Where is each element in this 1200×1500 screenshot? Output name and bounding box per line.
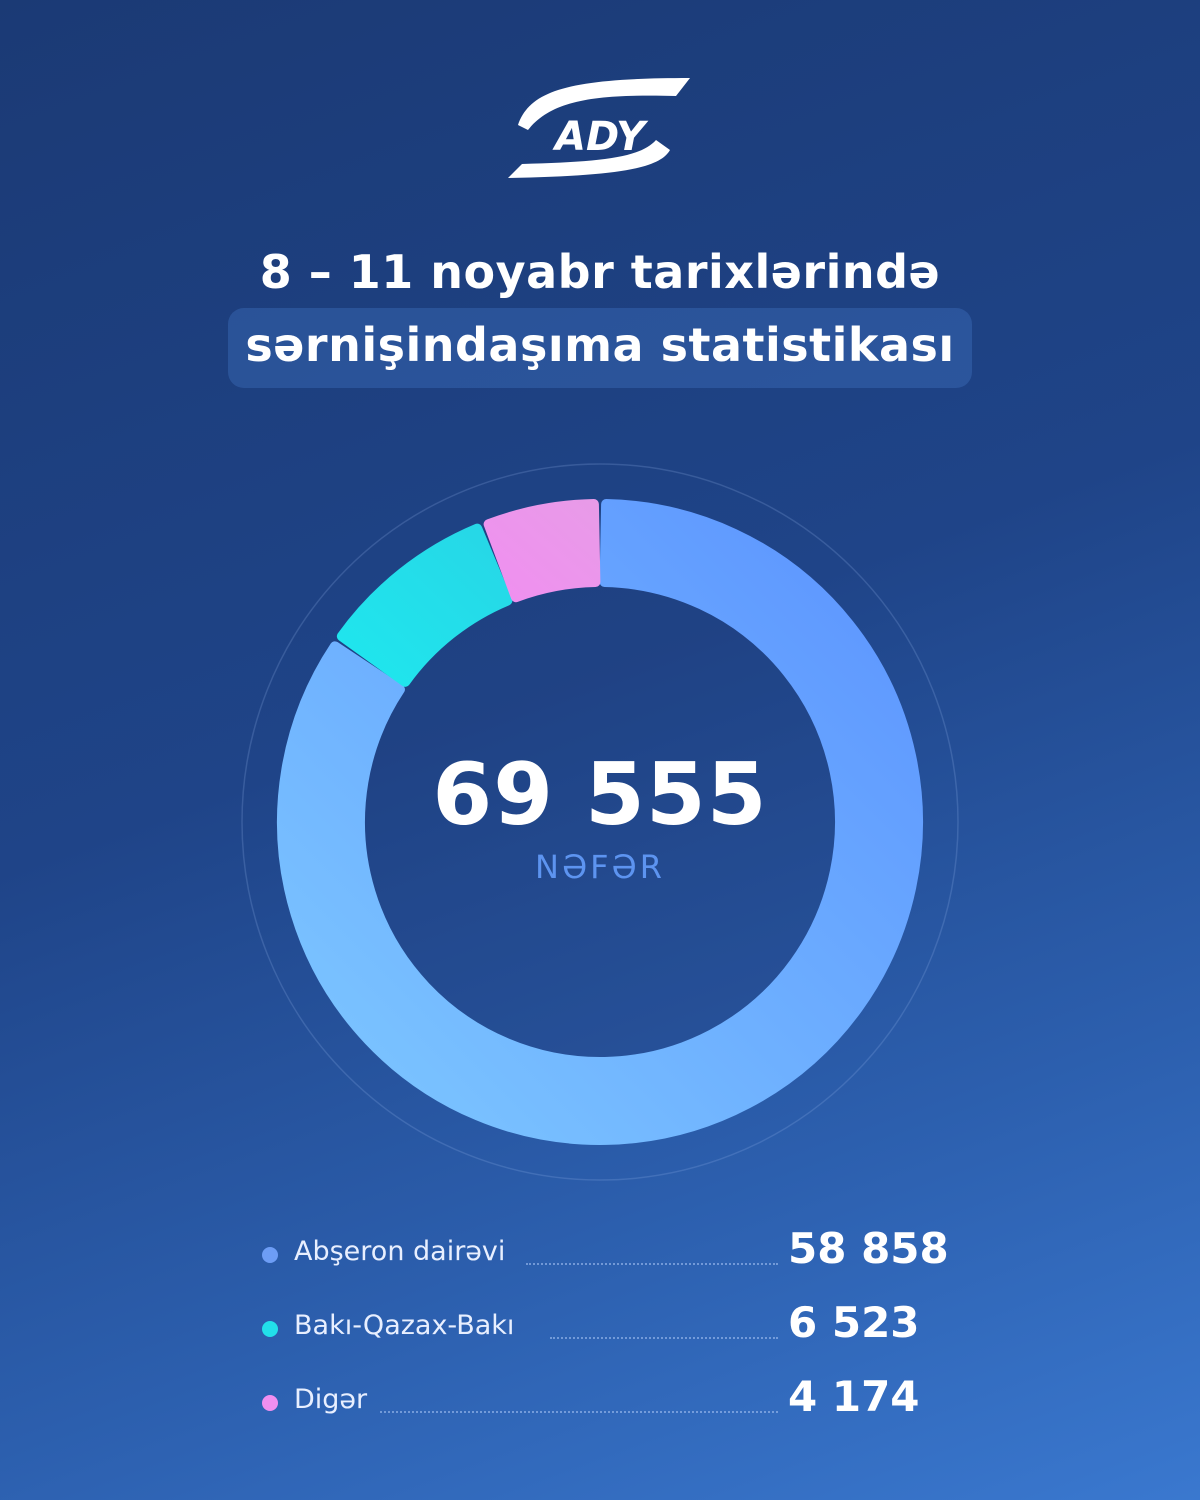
donut-slice-diger bbox=[483, 499, 601, 603]
legend-value-diger: 4 174 bbox=[788, 1372, 920, 1421]
legend-row-baki-qazax: Bakı-Qazax-Bakı 6 523 bbox=[262, 1292, 962, 1366]
legend-leader-baki-qazax bbox=[550, 1337, 778, 1339]
legend-dot-abseron bbox=[262, 1247, 278, 1263]
legend: Abşeron dairəvi 58 858 Bakı-Qazax-Bakı 6… bbox=[262, 1218, 962, 1440]
chart-inner-disc bbox=[362, 584, 838, 1060]
legend-label-abseron: Abşeron dairəvi bbox=[294, 1236, 506, 1267]
donut-slice-baki-qazax bbox=[336, 523, 513, 687]
logo-text: ADY bbox=[552, 114, 649, 160]
total-value: 69 555 bbox=[432, 745, 768, 845]
logo-swoosh-top bbox=[518, 78, 690, 130]
donut-slice-abseron bbox=[277, 499, 923, 1145]
legend-dot-baki-qazax bbox=[262, 1321, 278, 1337]
legend-dot-diger bbox=[262, 1395, 278, 1411]
total-unit: NƏFƏR bbox=[535, 848, 665, 886]
title-line-2: sərnişindaşıma statistikası bbox=[245, 318, 955, 372]
legend-value-abseron: 58 858 bbox=[788, 1224, 949, 1273]
legend-row-diger: Digər 4 174 bbox=[262, 1366, 962, 1440]
title-line-1: 8 – 11 noyabr tarixlərində bbox=[259, 245, 941, 299]
legend-label-diger: Digər bbox=[294, 1384, 368, 1415]
legend-row-abseron: Abşeron dairəvi 58 858 bbox=[262, 1218, 962, 1292]
legend-label-baki-qazax: Bakı-Qazax-Bakı bbox=[294, 1310, 515, 1341]
title-highlight-box bbox=[228, 308, 972, 388]
legend-value-baki-qazax: 6 523 bbox=[788, 1298, 920, 1347]
ady-logo: ADY bbox=[508, 78, 690, 178]
donut-chart bbox=[241, 463, 959, 1181]
chart-outer-guide-ring bbox=[241, 463, 959, 1181]
logo-swoosh-bottom bbox=[508, 140, 670, 178]
legend-leader-abseron bbox=[526, 1263, 778, 1265]
legend-leader-diger bbox=[380, 1411, 778, 1413]
